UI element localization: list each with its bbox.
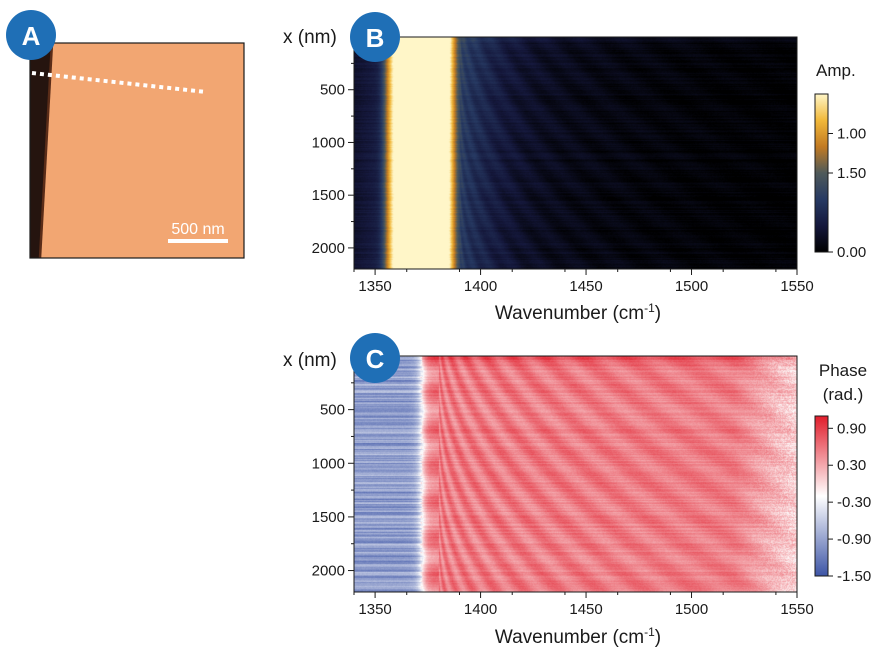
panel-badge-a: A (6, 10, 56, 60)
x-tick-label: 1550 (780, 601, 813, 618)
afm-image (30, 43, 244, 258)
panel-badge-c: C (350, 333, 400, 383)
colorbar-tick-label: -0.90 (837, 531, 871, 548)
colorbar-gradient-b (814, 93, 829, 253)
x-tick-label: 1550 (780, 278, 813, 295)
panel-badge-b: B (350, 12, 400, 62)
panel-c: 1350 1400 1450 1500 1550 500 1000 1500 2000 x (… (283, 333, 871, 648)
x-tick-label: 1450 (569, 278, 602, 295)
colorbar-c: Phase (rad.) 0.90 0.30 -0.30 -0.90 -1.50 (814, 361, 871, 585)
afm-frame (29, 42, 245, 259)
badge-circle (350, 12, 400, 62)
y-tick-label: 2000 (312, 563, 345, 580)
y-tick-label: 1500 (312, 187, 345, 204)
x-axis-title-b: Wavenumber (cm-1) (495, 301, 661, 324)
colorbar-ticks-b: 1.00 1.50 0.00 (828, 126, 866, 261)
x-axis-c: 1350 1400 1450 1500 1550 (353, 592, 814, 618)
x-axis-title-c: Wavenumber (cm-1) (495, 625, 661, 648)
badge-letter: A (22, 21, 41, 51)
phase-heatmap (354, 356, 797, 592)
x-tick-label: 1350 (358, 601, 391, 618)
colorbar-gradient-c (814, 415, 829, 577)
colorbar-tick-label: 0.90 (837, 420, 866, 437)
x-tick-label: 1500 (675, 601, 708, 618)
x-tick-label: 1350 (358, 278, 391, 295)
colorbar-title-c-line1: Phase (819, 361, 867, 380)
amplitude-heatmap (354, 37, 797, 269)
y-tick-label: 500 (320, 82, 345, 99)
badge-letter: C (366, 344, 385, 374)
colorbar-tick-label: 0.30 (837, 457, 866, 474)
colorbar-ticks-c: 0.90 0.30 -0.30 -0.90 -1.50 (828, 420, 871, 585)
x-tick-label: 1400 (464, 278, 497, 295)
colorbar-tick-label: -0.30 (837, 494, 871, 511)
y-tick-label: 500 (320, 402, 345, 419)
colorbar-b: Amp. 1.00 1.50 0.00 (814, 61, 866, 261)
x-tick-label: 1400 (464, 601, 497, 618)
badge-circle (6, 10, 56, 60)
y-axis-title-c: x (nm) (283, 350, 337, 371)
y-axis-title-b: x (nm) (283, 27, 337, 48)
y-tick-label: 1000 (312, 134, 345, 151)
scale-bar-label: 500 nm (171, 221, 224, 238)
panel-a: 500 nm A (6, 10, 245, 259)
plot-frame-c (353, 355, 798, 593)
colorbar-tick-label: -1.50 (837, 568, 871, 585)
y-axis-b: 500 1000 1500 2000 (312, 62, 354, 257)
y-tick-label: 2000 (312, 240, 345, 257)
plot-frame-b (353, 36, 798, 270)
colorbar-tick-label: 1.50 (837, 165, 866, 182)
colorbar-tick-label: 1.00 (837, 126, 866, 143)
y-tick-label: 1000 (312, 455, 345, 472)
y-tick-label: 1500 (312, 509, 345, 526)
linescan-path (31, 71, 207, 94)
colorbar-title-c-line2: (rad.) (823, 385, 864, 404)
afm-substrate (40, 43, 244, 258)
y-axis-c: 500 1000 1500 2000 (312, 382, 354, 580)
colorbar-tick-label: 0.00 (837, 244, 866, 261)
badge-circle (350, 333, 400, 383)
colorbar-title-b: Amp. (816, 61, 856, 80)
badge-letter: B (366, 23, 385, 53)
afm-step-edge (38, 43, 54, 258)
x-axis-b: 1350 1400 1450 1500 1550 (353, 269, 814, 295)
panel-b: 1350 1400 1450 1500 1550 500 1000 1500 2000 x (… (283, 12, 866, 324)
x-tick-label: 1500 (675, 278, 708, 295)
x-tick-label: 1450 (569, 601, 602, 618)
